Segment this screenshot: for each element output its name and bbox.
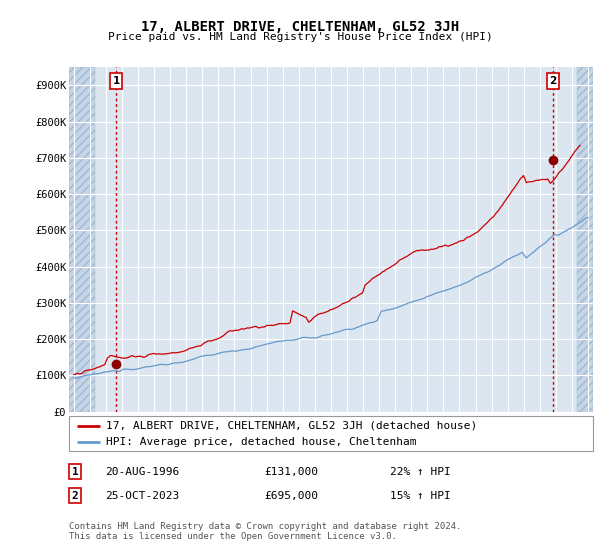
Text: £131,000: £131,000 [264,466,318,477]
FancyBboxPatch shape [69,416,593,451]
Text: 17, ALBERT DRIVE, CHELTENHAM, GL52 3JH: 17, ALBERT DRIVE, CHELTENHAM, GL52 3JH [141,20,459,34]
Text: 17, ALBERT DRIVE, CHELTENHAM, GL52 3JH (detached house): 17, ALBERT DRIVE, CHELTENHAM, GL52 3JH (… [106,421,477,431]
Bar [577,67,593,412]
Text: 2: 2 [71,491,79,501]
Text: 2: 2 [549,76,556,86]
Text: 22% ↑ HPI: 22% ↑ HPI [390,466,451,477]
Text: 15% ↑ HPI: 15% ↑ HPI [390,491,451,501]
Bar [69,67,95,412]
Text: £695,000: £695,000 [264,491,318,501]
Text: HPI: Average price, detached house, Cheltenham: HPI: Average price, detached house, Chel… [106,437,416,447]
Text: 1: 1 [71,466,79,477]
Text: 1: 1 [113,76,120,86]
Text: Price paid vs. HM Land Registry's House Price Index (HPI): Price paid vs. HM Land Registry's House … [107,32,493,43]
Text: 20-AUG-1996: 20-AUG-1996 [105,466,179,477]
Text: Contains HM Land Registry data © Crown copyright and database right 2024.
This d: Contains HM Land Registry data © Crown c… [69,522,461,542]
Text: 25-OCT-2023: 25-OCT-2023 [105,491,179,501]
